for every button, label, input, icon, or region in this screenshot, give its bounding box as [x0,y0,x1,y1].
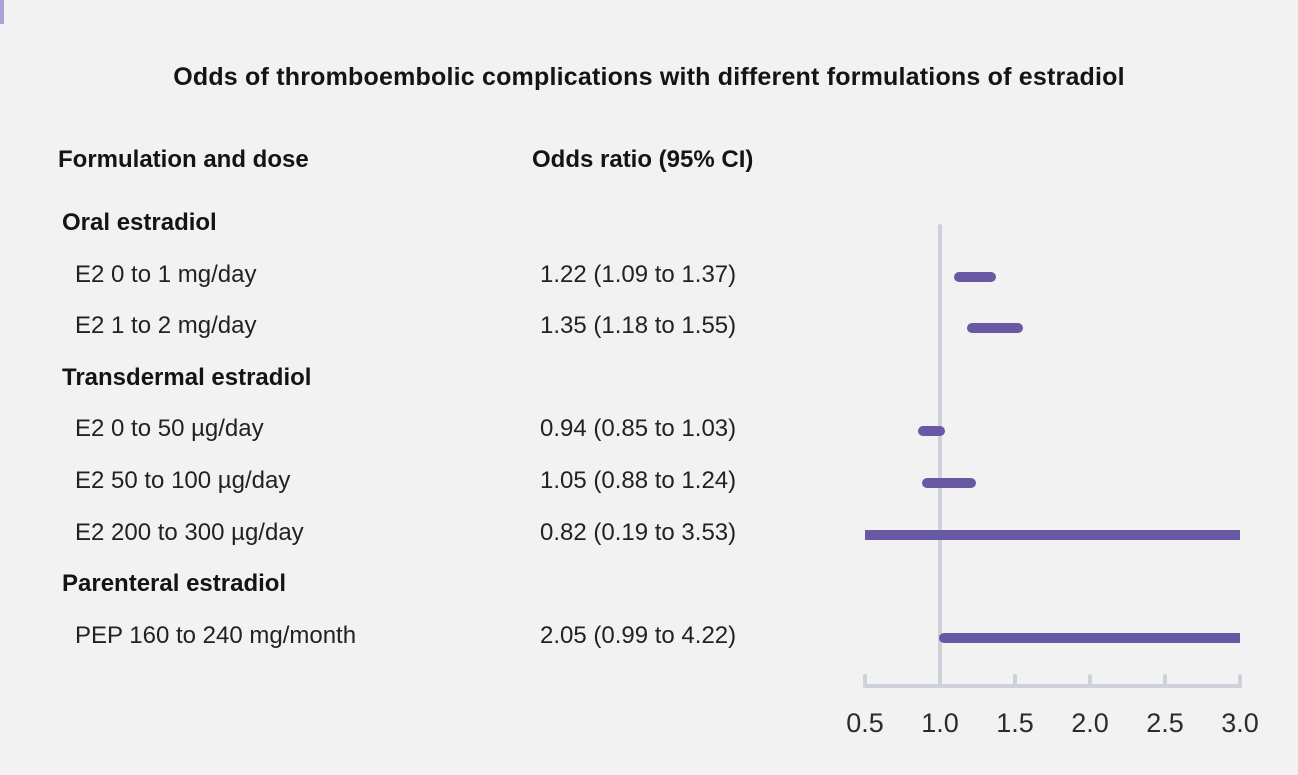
row-label: E2 0 to 50 µg/day [75,415,264,443]
ci-line [922,478,976,488]
row-label: E2 50 to 100 µg/day [75,467,291,494]
x-axis-tick-label: 3.0 [1221,708,1259,738]
column-header-odds-ratio: Odds ratio (95% CI) [532,146,754,173]
or-point-marker [0,20,4,24]
x-axis [863,684,1242,688]
group-label: Parenteral estradiol [62,570,287,598]
row-label: PEP 160 to 240 mg/month [75,621,357,649]
forest-plot-area: 0.5 1.0 1.5 2.0 2.5 3.0 [0,0,1259,738]
ci-line [917,426,945,437]
x-axis-tick [863,674,867,687]
x-axis-tick-label: 0.5 [846,708,884,738]
or-value: 1.05 (0.88 to 1.24) [540,467,737,494]
x-axis-tick-label: 2.0 [1071,708,1109,738]
ci-line [865,529,1240,540]
ci-line [938,632,1240,643]
x-axis-tick [1238,674,1242,687]
group-label: Transdermal estradiol [62,363,312,391]
row-label: E2 0 to 1 mg/day [75,260,257,288]
x-axis-tick-label: 2.5 [1146,708,1184,738]
ci-line [967,323,1023,334]
x-axis-tick [938,674,942,687]
reference-line-or-1 [938,224,942,688]
column-header-formulation: Formulation and dose [58,146,309,173]
x-axis-tick [1163,674,1167,687]
or-point-marker [0,4,4,8]
x-axis-tick [1088,674,1092,687]
x-axis-tick [1013,674,1017,687]
x-axis-tick-label: 1.0 [921,708,959,738]
or-point-marker [0,0,4,4]
or-value: 1.22 (1.09 to 1.37) [540,260,737,288]
row-label: E2 200 to 300 µg/day [75,518,304,546]
or-point-marker [0,16,4,20]
row-label: E2 1 to 2 mg/day [75,312,257,340]
or-point-marker [0,12,4,16]
or-value: 0.94 (0.85 to 1.03) [540,415,737,443]
or-value: 0.82 (0.19 to 3.53) [540,518,737,546]
x-axis-tick-label: 1.5 [996,708,1034,738]
or-point-marker [0,8,4,12]
chart-title: Odds of thromboembolic complications wit… [173,63,1125,91]
group-label: Oral estradiol [62,209,217,236]
ci-line [953,271,996,282]
or-value: 2.05 (0.99 to 4.22) [540,621,737,649]
or-value: 1.35 (1.18 to 1.55) [540,312,737,340]
